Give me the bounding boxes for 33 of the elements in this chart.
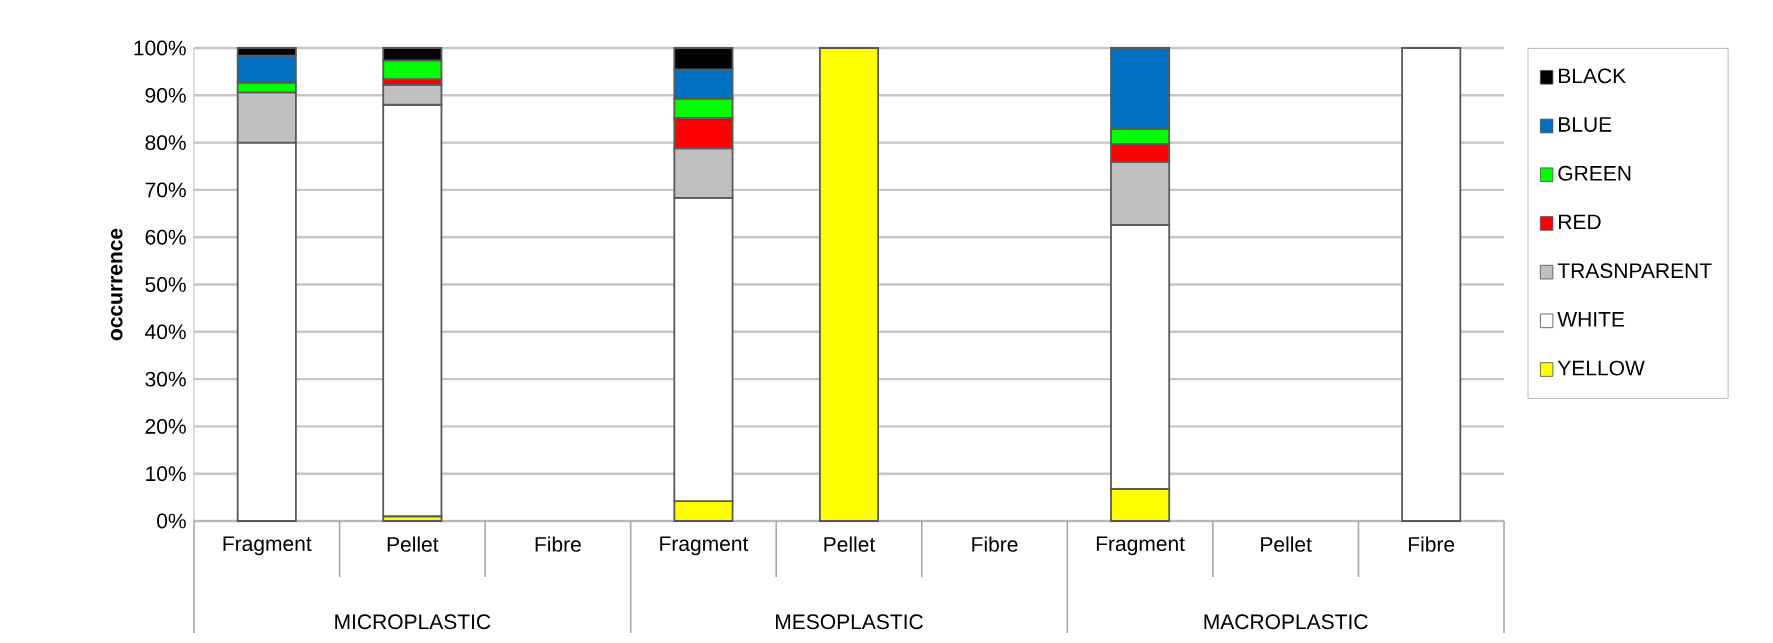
legend-label: RED [1559, 214, 1601, 230]
x-tick-label: Pellet [387, 536, 439, 552]
y-tick-label: 20% [145, 418, 186, 434]
y-tick-label: 100% [134, 40, 186, 56]
x-tick-label: Pellet [824, 536, 876, 552]
y-tick-label: 10% [146, 466, 186, 482]
legend-label: BLACK [1559, 68, 1626, 84]
text: MACROPLASTIC [1204, 614, 1368, 630]
legend-label: GREEN [1558, 165, 1631, 181]
legend-label: BLUE [1559, 117, 1612, 132]
legend-label: YELLOW [1557, 360, 1645, 376]
y-tick-label: 70% [145, 182, 186, 198]
x-tick-label: Fibre [972, 536, 1018, 552]
y-tick-label: 60% [145, 229, 186, 245]
bar [818, 47, 880, 522]
text: MESOPLASTIC [776, 614, 923, 630]
y-tick-label: 80% [145, 135, 186, 151]
x-tick-label: Fragment [223, 536, 312, 556]
y-tick-label: 90% [145, 87, 186, 103]
x-tick-label: Fibre [535, 536, 581, 552]
x-tick-label: Fragment [660, 536, 749, 556]
bar [1401, 47, 1462, 522]
x-tick-label: Fragment [1096, 536, 1185, 556]
y-axis-title: occurrence [111, 228, 123, 341]
y-tick-label: 50% [145, 277, 186, 292]
legend-label: TRASNPARENT [1557, 263, 1712, 279]
text: MICROPLASTIC [335, 614, 491, 630]
y-tick-label: 0% [157, 513, 186, 529]
x-tick-label: Pellet [1261, 536, 1312, 552]
y-tick-label: 30% [145, 371, 186, 387]
x-tick-label: Fibre [1409, 536, 1455, 552]
y-tick-label: 40% [145, 324, 186, 340]
legend-label: WHITE [1557, 312, 1625, 327]
